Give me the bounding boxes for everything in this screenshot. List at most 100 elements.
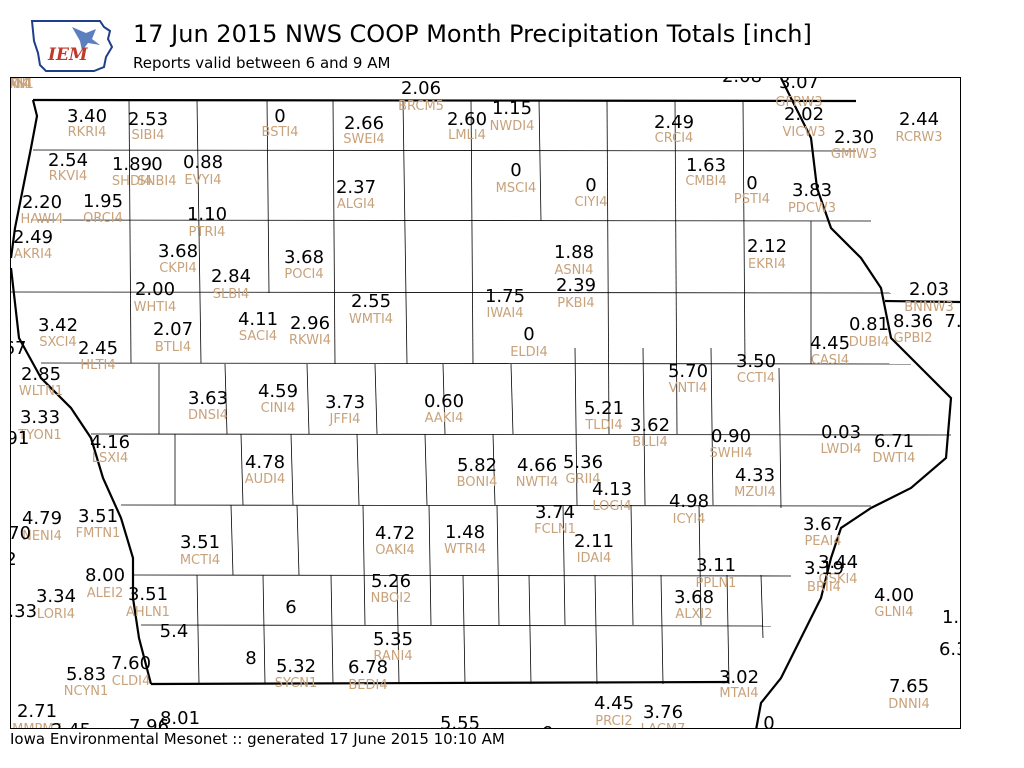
station-value: 3.50 [735, 351, 777, 372]
station-id: ALEI2 [86, 586, 124, 601]
station-id: SACI4 [238, 329, 278, 344]
station-id: IDAI4 [576, 551, 612, 566]
station-value: 5.83 [65, 664, 107, 685]
station-value: 6.78 [347, 657, 389, 678]
station-value: 8.36 [892, 311, 934, 332]
station-value: 2.07 [152, 319, 194, 340]
station-value: 1.95 [82, 191, 124, 212]
station-value: 4.11 [237, 309, 279, 330]
station-value: 5.32 [275, 656, 317, 677]
station-value: 7.65 [888, 676, 930, 697]
station-value: 2 [11, 551, 17, 569]
station-value: 2.39 [555, 275, 597, 296]
station-value: 6.30 [938, 639, 960, 660]
station-id: GLNI4 [874, 605, 914, 620]
station-id: HLTI4 [80, 358, 116, 373]
station-value: 2.49 [12, 227, 54, 248]
station-value: 3.63 [187, 388, 229, 409]
station-id: LSXI4 [91, 451, 129, 466]
station-value: 7.60 [110, 653, 152, 674]
station-value: 2.66 [343, 113, 385, 134]
station-value: 3.51 [127, 584, 169, 605]
station-id: BRCM5 [398, 99, 444, 114]
station-value: 5.36 [562, 452, 604, 473]
station-id: SNBI4 [137, 174, 177, 189]
station-value: 2.12 [746, 236, 788, 257]
station-id: MMPM7 [12, 723, 62, 728]
station-value: 3.19 [803, 558, 845, 579]
station-value: 5.82 [456, 455, 498, 476]
station-value: 1.63 [685, 155, 727, 176]
station-value: 1.30 [941, 607, 960, 628]
station-value: 2.84 [210, 266, 252, 287]
station-id: WTRI4 [444, 542, 486, 557]
station-value: 3.74 [534, 502, 576, 523]
station-value: 4.13 [591, 479, 633, 500]
station-id: AAKI4 [424, 411, 464, 426]
station-id: PSTI4 [733, 192, 771, 207]
station-id: SYCN1 [274, 676, 318, 691]
station-value: 3.51 [179, 532, 221, 553]
station-value: 1.75 [484, 286, 526, 307]
station-value: 2.37 [335, 177, 377, 198]
station-id: BEDI4 [348, 678, 388, 693]
station-id: PTRI4 [188, 225, 226, 240]
station-value: 0.03 [820, 422, 862, 443]
station-id: AUDI4 [244, 472, 286, 487]
station-value: 3.83 [791, 180, 833, 201]
station-value: 8.00 [84, 565, 126, 586]
station-id: NENI4 [22, 529, 62, 544]
station-value: 1.10 [186, 204, 228, 225]
station-id: GMIW3 [830, 147, 878, 162]
station-value: 2.49 [653, 112, 695, 133]
station-id: ALXI2 [675, 607, 713, 622]
state-borders [11, 78, 960, 728]
station-id: BSTI4 [261, 125, 299, 140]
station-id: GPBI2 [893, 331, 933, 346]
station-value: 4.66 [516, 455, 558, 476]
station-value: 1.15 [491, 98, 533, 119]
station-id: RKVI4 [48, 169, 88, 184]
station-value: 0 [510, 160, 522, 181]
station-value: 2.44 [898, 109, 940, 130]
footer-credit: Iowa Environmental Mesonet :: generated … [10, 730, 505, 748]
station-value: 0 [746, 173, 758, 194]
station-value: 3.70 [10, 523, 32, 544]
station-value: 0 [585, 175, 597, 196]
station-value: 2.53 [127, 109, 169, 130]
station-value: 2.00 [134, 279, 176, 300]
station-value: 2.45 [77, 338, 119, 359]
station-value: 67 [11, 338, 27, 359]
station-value: 0 [763, 713, 775, 729]
station-value: 3.42 [37, 315, 79, 336]
station-id: LACM7 [641, 723, 686, 728]
station-id: ELDI4 [510, 345, 548, 360]
station-id: NCYN1 [63, 684, 109, 699]
iowa-north-border [32, 98, 857, 103]
station-id: SWHI4 [709, 446, 753, 461]
station-id: MCTI4 [179, 553, 221, 568]
station-id: BNNW3 [904, 300, 954, 315]
station-id: SXCI4 [39, 335, 77, 350]
station-value: 6.71 [873, 431, 915, 452]
station-value: 2.60 [446, 109, 488, 130]
station-value: 8.01 [159, 708, 201, 729]
station-id: WLTN1 [18, 384, 64, 399]
station-value: 5.70 [667, 361, 709, 382]
station-value: 3.07 [778, 77, 820, 93]
station-id: PRCI2 [595, 714, 633, 729]
station-value: 3.34 [35, 586, 77, 607]
illinois-wisconsin-border [884, 299, 960, 304]
station-id: SLBI4 [212, 287, 250, 302]
station-value: 2.06 [400, 78, 442, 99]
page-title: 17 Jun 2015 NWS COOP Month Precipitation… [133, 20, 812, 48]
station-value: 3.76 [642, 702, 684, 723]
station-id: IWAI4 [486, 306, 524, 321]
station-id: WMTI4 [348, 312, 394, 327]
station-value: 5.35 [372, 629, 414, 650]
station-id: BCMI4 [10, 77, 32, 92]
station-id: SWEI4 [343, 132, 385, 147]
county-lines [11, 99, 952, 685]
station-id: FRFI4 [10, 77, 30, 92]
station-value: 0 [523, 324, 535, 345]
